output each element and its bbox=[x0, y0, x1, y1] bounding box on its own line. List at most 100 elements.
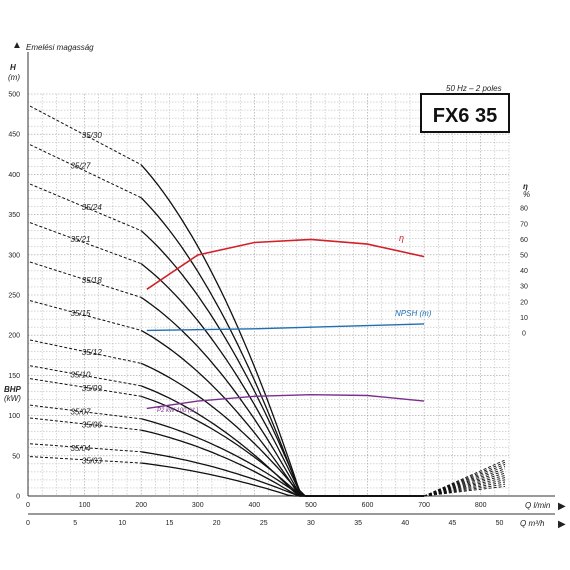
y-tick-label: 100 bbox=[8, 413, 20, 420]
stage-curve-extension-left bbox=[29, 300, 142, 331]
stage-label: 35/09 bbox=[82, 384, 103, 393]
eta-tick-label: 10 bbox=[520, 315, 528, 322]
stage-curve-extension-right bbox=[424, 474, 506, 497]
x-axis-arrow-icon-2: ▶ bbox=[558, 519, 566, 530]
stage-label: 35/27 bbox=[70, 162, 91, 171]
x-tick-label-m3h: 30 bbox=[307, 520, 315, 527]
x-tick-label-m3h: 5 bbox=[73, 520, 77, 527]
x-tick-label-m3h: 15 bbox=[166, 520, 174, 527]
stage-curve-extension-right bbox=[424, 483, 506, 497]
x-tick-label-m3h: 35 bbox=[354, 520, 362, 527]
eta-tick-label: 0 bbox=[522, 331, 526, 338]
y-tick-label: 250 bbox=[8, 293, 20, 300]
stage-curve-extension-right bbox=[423, 466, 506, 497]
stage-curve-extension-left bbox=[29, 105, 142, 166]
stage-label: 35/07 bbox=[70, 407, 91, 416]
eta-tick-label: 40 bbox=[520, 268, 528, 275]
x-tick-label-lmin: 800 bbox=[475, 502, 487, 509]
x-tick-label-lmin: 200 bbox=[135, 502, 147, 509]
x-tick-label-lmin: 600 bbox=[362, 502, 374, 509]
y-tick-label: 0 bbox=[16, 494, 20, 501]
stage-curve-extension-left bbox=[29, 339, 142, 364]
stage-curve-extension-left bbox=[29, 144, 142, 199]
stage-curve-extension-right bbox=[423, 463, 506, 497]
stage-label: 35/03 bbox=[82, 457, 103, 466]
x-tick-label-lmin: 400 bbox=[249, 502, 261, 509]
stage-curve-extension-right bbox=[423, 470, 506, 497]
stage-curve-extension-left bbox=[29, 443, 142, 453]
y-tick-label: 500 bbox=[8, 92, 20, 99]
stage-label: 35/24 bbox=[82, 203, 103, 212]
y-axis-arrow-icon: ▲ bbox=[12, 40, 22, 51]
x-tick-label-lmin: 300 bbox=[192, 502, 204, 509]
efficiency-curve bbox=[146, 238, 425, 290]
y-tick-label: 350 bbox=[8, 212, 20, 219]
stage-label: 35/10 bbox=[70, 370, 91, 379]
h-axis-unit: (m) bbox=[8, 73, 20, 82]
q-m3h-axis-label: Q m³/h bbox=[520, 519, 545, 528]
stage-curve-extension-left bbox=[29, 183, 142, 232]
npsh-label: NPSH (m) bbox=[395, 309, 432, 318]
model-title-box bbox=[420, 93, 510, 133]
y-tick-label: 300 bbox=[8, 252, 20, 259]
eta-tick-label: 70 bbox=[520, 221, 528, 228]
x-tick-label-m3h: 25 bbox=[260, 520, 268, 527]
power-label: P2 kW 100 (st.) bbox=[157, 408, 198, 414]
bhp-axis-label: BHP bbox=[4, 385, 22, 394]
eta-tick-label: 20 bbox=[520, 299, 528, 306]
y-tick-label: 400 bbox=[8, 172, 20, 179]
stage-curve-extension-left bbox=[29, 456, 142, 464]
x-tick-label-lmin: 100 bbox=[79, 502, 91, 509]
h-axis-label: H bbox=[10, 63, 16, 72]
stage-label: 35/04 bbox=[70, 444, 91, 453]
y-tick-label: 200 bbox=[8, 333, 20, 340]
stage-label: 35/06 bbox=[82, 421, 103, 430]
y-tick-label: 450 bbox=[8, 132, 20, 139]
x-tick-label-m3h: 40 bbox=[401, 520, 409, 527]
eta-tick-label: 80 bbox=[520, 206, 528, 213]
stage-label: 35/12 bbox=[82, 348, 103, 357]
grid bbox=[27, 93, 510, 497]
q-lmin-axis-label: Q l/min bbox=[525, 501, 551, 510]
stage-curve-extension-left bbox=[29, 365, 142, 387]
npsh-curve bbox=[146, 323, 425, 332]
eta-tick-label: 30 bbox=[520, 284, 528, 291]
x-tick-label-m3h: 50 bbox=[496, 520, 504, 527]
eta-axis-label: η bbox=[523, 182, 528, 191]
stage-curve-extension-right bbox=[424, 485, 506, 497]
power-curve bbox=[146, 393, 425, 410]
stage-label: 35/15 bbox=[70, 309, 91, 318]
pump-curves bbox=[29, 105, 506, 497]
x-tick-label-m3h: 10 bbox=[118, 520, 126, 527]
x-tick-label-m3h: 20 bbox=[213, 520, 221, 527]
stage-curve-extension-right bbox=[423, 459, 506, 497]
stage-curve-extension-left bbox=[29, 404, 142, 420]
x-tick-label-m3h: 45 bbox=[449, 520, 457, 527]
y-title: Emelési magasság bbox=[26, 43, 94, 52]
stage-curve-extension-right bbox=[423, 472, 506, 497]
stage-curve-extension-left bbox=[29, 378, 142, 397]
stage-curve-extension-left bbox=[29, 261, 142, 298]
x-tick-label-m3h: 0 bbox=[26, 520, 30, 527]
y-tick-label: 50 bbox=[12, 453, 20, 460]
stage-label: 35/18 bbox=[82, 276, 103, 285]
y-tick-label: 150 bbox=[8, 373, 20, 380]
x-tick-label-lmin: 500 bbox=[305, 502, 317, 509]
x-axis-arrow-icon-1: ▶ bbox=[558, 501, 566, 512]
stage-curve-extension-right bbox=[424, 477, 506, 497]
x-tick-label-lmin: 700 bbox=[418, 502, 430, 509]
stage-curve-extension-right bbox=[424, 479, 506, 497]
stage-curve-extension-left bbox=[29, 417, 142, 431]
stage-label: 35/21 bbox=[70, 235, 90, 244]
eta-tick-label: 60 bbox=[520, 237, 528, 244]
efficiency-label: η bbox=[399, 233, 404, 243]
model-title: FX6 35 bbox=[433, 105, 497, 127]
stage-curve-extension-right bbox=[424, 481, 506, 497]
bhp-axis-unit: (kW) bbox=[4, 394, 21, 403]
stage-curve-extension-right bbox=[423, 468, 506, 497]
frequency-label: 50 Hz – 2 poles bbox=[446, 84, 502, 93]
eta-tick-label: 50 bbox=[520, 253, 528, 260]
stage-label: 35/30 bbox=[82, 131, 103, 140]
